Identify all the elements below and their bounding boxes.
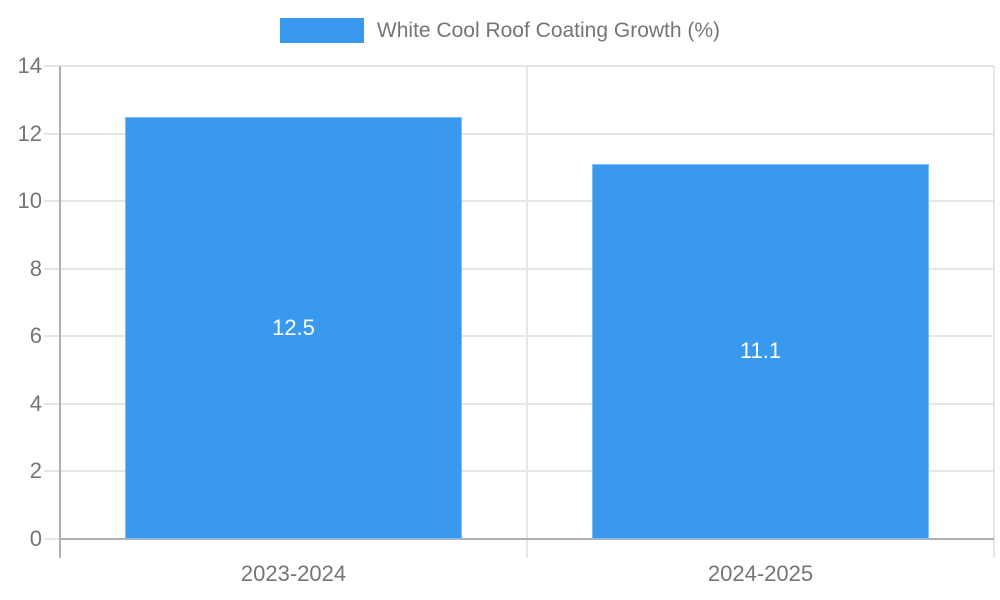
bar-value-label: 12.5 [272, 314, 315, 340]
y-axis-tick-label: 12 [17, 120, 42, 146]
v-gridline [993, 66, 995, 539]
legend-swatch [279, 17, 364, 43]
y-tick-mark [44, 267, 60, 270]
y-axis-line [59, 66, 61, 558]
y-tick-mark [44, 335, 60, 338]
bar-2023-2024[interactable] [125, 116, 462, 539]
y-tick-mark [44, 65, 60, 67]
y-tick-mark [44, 538, 60, 540]
v-gridline [526, 66, 528, 539]
legend: White Cool Roof Coating Growth (%) [0, 15, 1000, 45]
bar-2024-2025[interactable] [592, 163, 929, 539]
x-tick-mark [526, 539, 528, 558]
y-axis-tick-label: 4 [29, 390, 42, 416]
legend-label: White Cool Roof Coating Growth (%) [376, 18, 721, 42]
x-axis-category-label: 2024-2025 [707, 561, 814, 586]
y-tick-mark [44, 132, 60, 135]
y-axis-tick-label: 6 [29, 323, 42, 349]
y-axis-tick-label: 0 [29, 526, 42, 551]
x-axis-line [59, 538, 994, 540]
y-axis-tick-label: 8 [29, 255, 42, 281]
y-axis-tick-label: 14 [17, 53, 42, 78]
x-tick-mark [993, 539, 995, 558]
y-tick-mark [44, 470, 60, 473]
y-tick-mark [44, 200, 60, 203]
x-axis-category-label: 2023-2024 [240, 561, 347, 586]
bar-value-label: 11.1 [739, 338, 782, 364]
y-axis-tick-label: 10 [17, 188, 42, 214]
y-axis-tick-label: 2 [29, 458, 42, 484]
y-tick-mark [44, 402, 60, 405]
